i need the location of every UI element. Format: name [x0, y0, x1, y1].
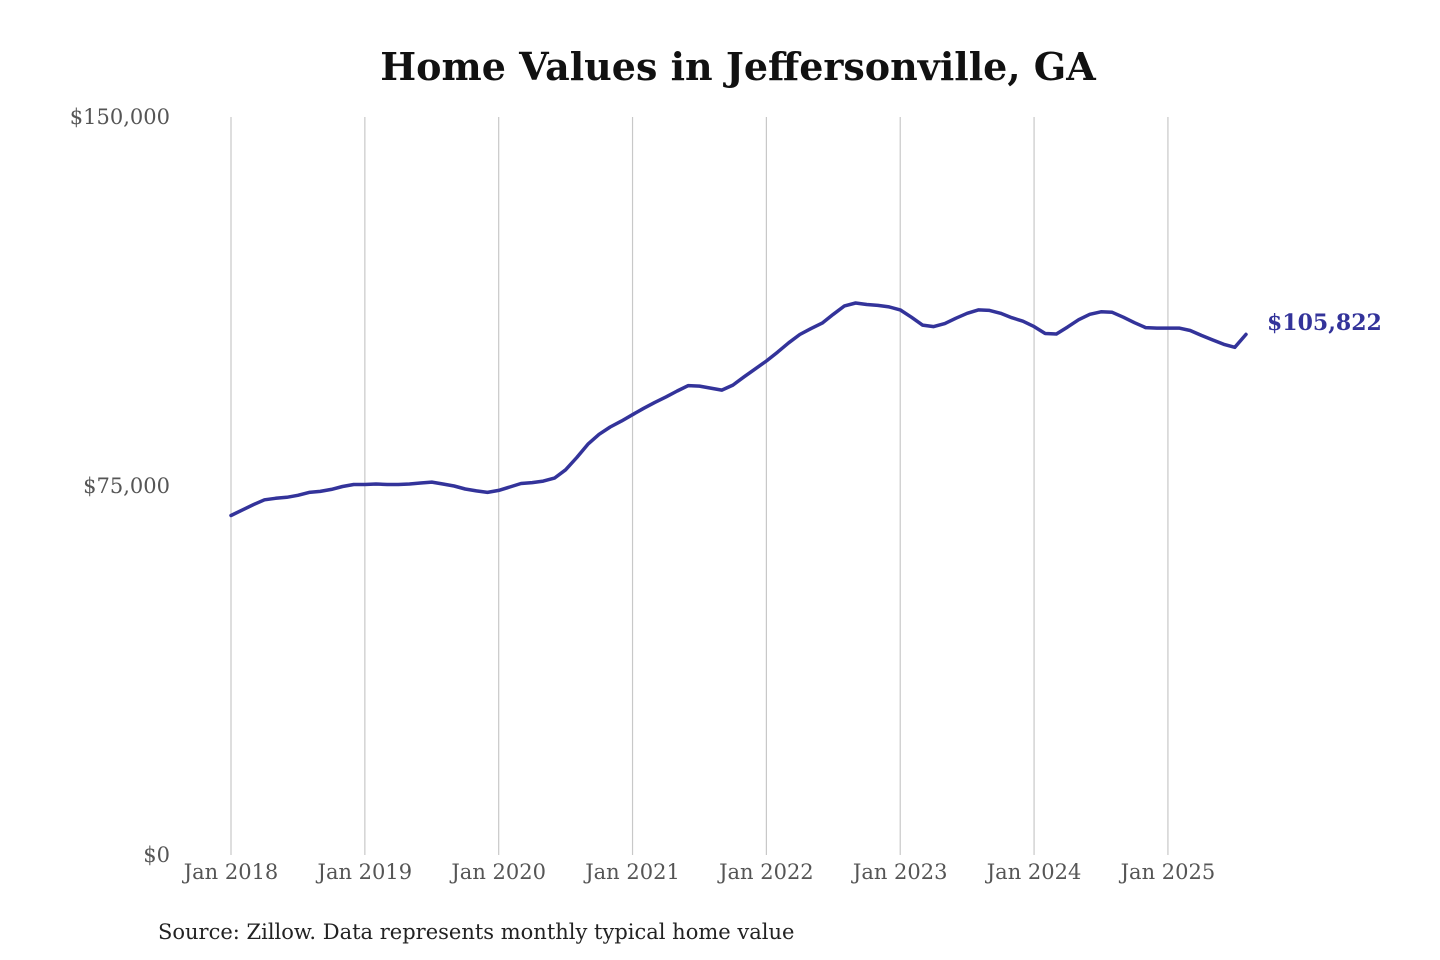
x-tick-label: Jan 2025	[1119, 860, 1216, 884]
series-line-0	[229, 301, 1248, 518]
x-tick-label: Jan 2019	[316, 860, 413, 884]
y-tick-label: $0	[143, 843, 170, 867]
source-note: Source: Zillow. Data represents monthly …	[158, 920, 794, 944]
y-tick-label: $75,000	[83, 474, 170, 498]
last-value-label: $105,822	[1267, 310, 1382, 336]
y-tick-label: $150,000	[70, 105, 170, 129]
chart-title: Home Values in Jeffersonville, GA	[380, 44, 1096, 89]
x-tick-label: Jan 2020	[449, 860, 546, 884]
x-tick-label: Jan 2018	[182, 860, 279, 884]
x-axis: Jan 2018 Jan 2019 Jan 2020 Jan 2021 Jan 2022…	[182, 860, 1216, 884]
series-group	[229, 301, 1248, 518]
gridlines	[230, 117, 1169, 855]
y-axis: $0 $75,000 $150,000	[70, 105, 170, 867]
x-tick-label: Jan 2022	[717, 860, 814, 884]
x-tick-label: Jan 2023	[851, 860, 948, 884]
x-tick-label: Jan 2024	[985, 860, 1082, 884]
x-tick-label: Jan 2021	[583, 860, 680, 884]
